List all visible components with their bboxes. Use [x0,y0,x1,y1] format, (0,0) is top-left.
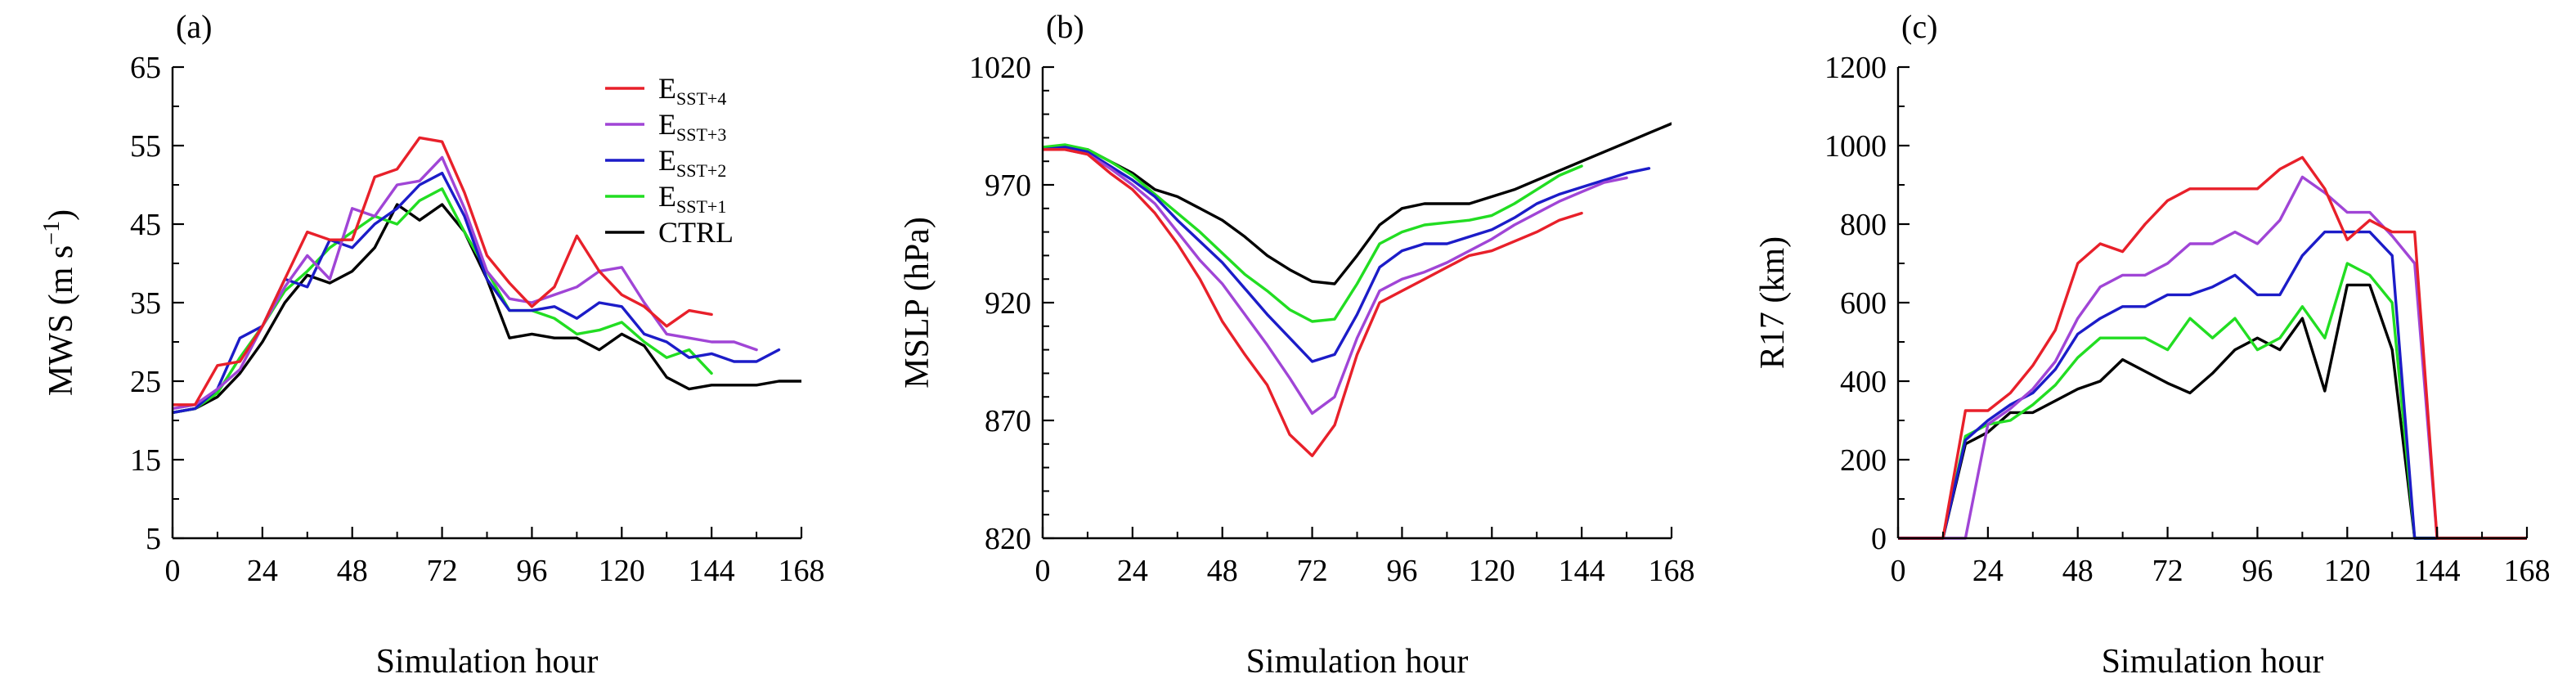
legend-item-subscript: SST+1 [676,196,726,217]
legend-item-label: E [658,180,676,213]
panel-a-y-tick-label: 55 [130,129,161,164]
panel-c-y-tick-label: 1000 [1824,129,1887,164]
panel-a-series-esst-4 [173,136,713,407]
panel-a-y-axis-title-main: MWS (m s [43,245,80,396]
panel-a-x-tick-label: 48 [337,554,368,588]
panel-b-y-tick-label: 1020 [969,51,1031,85]
legend-item-label: CTRL [658,216,734,249]
panel-a-x-tick-label: 24 [247,554,278,588]
legend-item: ESST+3 [658,108,726,145]
chart-panel-b: 0 24 48 72 96 120 144 168 820 870 920 970 1020 (b) Sim… [899,8,1695,681]
chart-panel-a: 0 24 48 72 96 120 144 168 5 15 25 35 45 55 65 (a) Simula… [39,8,825,681]
legend-item: ESST+1 [658,180,726,217]
panel-a-x-tick-label: 144 [689,554,735,588]
panel-c-series-esst-2 [1898,230,2439,540]
legend-item-label: E [658,108,676,141]
panel-a-y-tick-label: 45 [130,208,161,242]
panel-c-y-tick-label: 0 [1871,522,1887,556]
panel-b-series-ctrl [1043,122,1672,285]
panel-b-series-esst-3 [1043,148,1628,416]
panel-c-series-esst-3 [1898,175,2439,540]
panel-a-x-tick-label: 72 [427,554,458,588]
panel-b-y-tick-label: 970 [985,169,1031,203]
panel-a-y-tick-label: 25 [130,365,161,399]
panel-a-y-axis-title-close: ) [43,209,80,221]
panel-c-series-esst-1 [1898,262,2439,540]
panel-b-x-axis-title: Simulation hour [1246,643,1469,681]
panel-c-x-tick-label: 120 [2324,554,2371,588]
legend-item-label: E [658,144,676,177]
panel-a-x-tick-label: 96 [516,554,547,588]
panel-b-y-tick-label: 820 [985,522,1031,556]
panel-b-x-tick-label: 144 [1559,554,1605,588]
panel-c-x-tick-label: 144 [2414,554,2461,588]
panel-b-y-tick-label: 920 [985,286,1031,321]
panel-c-y-tick-label: 600 [1840,286,1887,321]
legend-item-label: E [658,72,676,105]
panel-c-x-tick-label: 96 [2242,554,2273,588]
panel-c-x-axis-title: Simulation hour [2102,643,2324,681]
panel-c-x-tick-label: 48 [2062,554,2094,588]
legend-item: ESST+4 [658,72,726,109]
panel-b-x-tick-label: 72 [1297,554,1328,588]
panel-a-y-axis-title: MWS (m s−1) [39,209,80,396]
panel-a-y-tick-label: 65 [130,51,161,85]
panel-b-x-tick-label: 0 [1035,554,1051,588]
panel-a-y-axis-title-superscript: −1 [39,221,65,245]
panel-c-x-tick-label: 24 [1972,554,2004,588]
panel-b-x-tick-label: 48 [1207,554,1238,588]
panel-a-label: (a) [176,8,212,45]
panel-c-y-tick-label: 800 [1840,208,1887,242]
panel-c-x-tick-label: 0 [1891,554,1906,588]
legend-item-subscript: SST+4 [676,88,726,109]
panel-a-x-tick-label: 168 [779,554,825,588]
legend-item-subscript: SST+3 [676,124,726,145]
panel-c-series-ctrl [1898,283,2527,540]
panel-b-label: (b) [1046,8,1084,45]
panel-b-series-esst-1 [1043,143,1583,323]
panel-c-x-tick-label: 72 [2152,554,2183,588]
legend-item-subscript: SST+2 [676,160,726,181]
legend-item: ESST+2 [658,144,726,181]
panel-b-x-tick-label: 96 [1386,554,1417,588]
panel-c-y-tick-label: 1200 [1824,51,1887,85]
chart-panel-c: 0 24 48 72 96 120 144 168 0 200 400 600 800 1000 1200 (… [1754,8,2551,681]
panel-c-x-tick-label: 168 [2504,554,2551,588]
legend-item: CTRL [658,216,734,249]
panel-a-x-tick-label: 0 [165,554,181,588]
panel-b-x-tick-label: 24 [1117,554,1148,588]
panel-c-label: (c) [1901,8,1937,45]
panel-b-x-tick-label: 120 [1469,554,1515,588]
panel-c-y-tick-label: 200 [1840,443,1887,478]
panel-a-x-tick-label: 120 [599,554,645,588]
panel-a-y-tick-label: 5 [146,522,161,556]
panel-b-series-esst-2 [1043,146,1651,363]
panel-c-y-axis-title: R17 (km) [1754,236,1792,369]
panel-a-y-tick-label: 35 [130,286,161,321]
panel-b-y-axis-title: MSLP (hPa) [899,217,936,389]
panel-b-series-esst-4 [1043,148,1583,457]
panel-c-y-tick-label: 400 [1840,365,1887,399]
panel-a-x-axis-title: Simulation hour [376,643,599,681]
panel-a-y-tick-label: 15 [130,443,161,478]
panel-b-x-tick-label: 168 [1649,554,1695,588]
panel-b-y-tick-label: 870 [985,404,1031,438]
panel-c-series-esst-4 [1898,155,2527,540]
